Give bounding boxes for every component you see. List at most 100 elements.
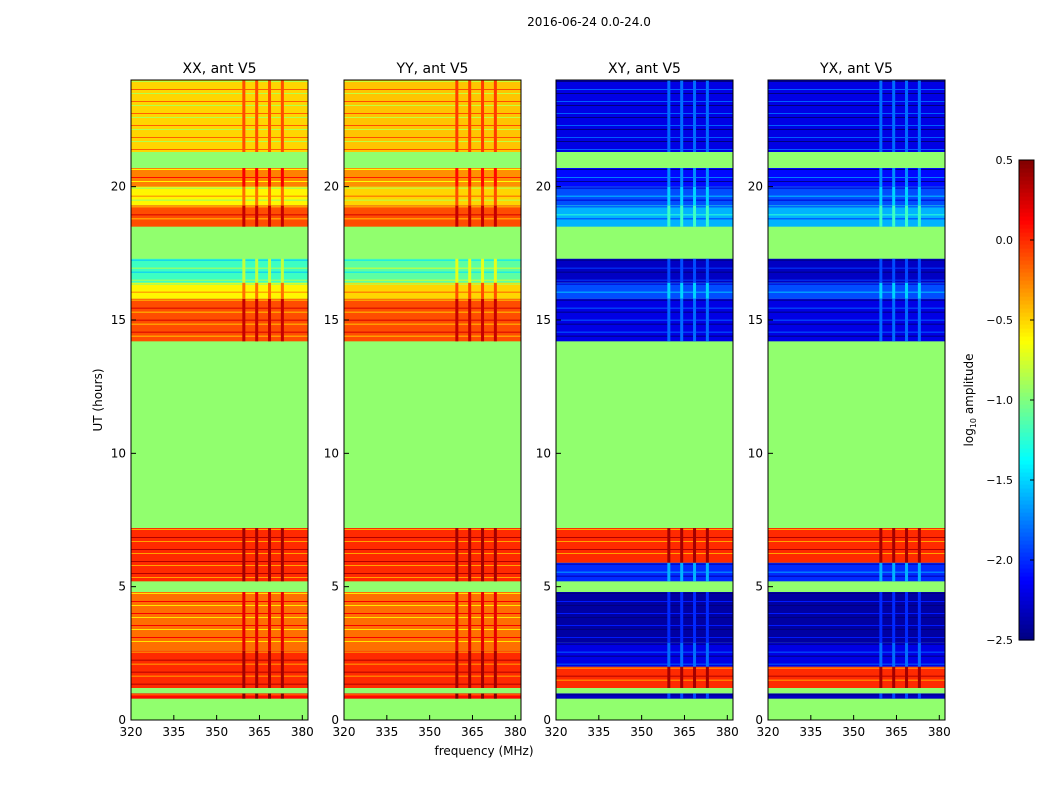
heatmap-stripe — [768, 109, 945, 110]
heatmap-stripe — [344, 537, 521, 538]
heatmap-stripe — [131, 541, 308, 542]
rfi-column — [917, 562, 921, 582]
rfi-column — [455, 528, 459, 582]
heatmap-stripe — [768, 137, 945, 138]
heatmap-stripe — [344, 195, 521, 197]
heatmap-band — [768, 258, 945, 283]
rfi-column — [705, 592, 709, 643]
heatmap-stripe — [344, 271, 521, 273]
heatmap-stripe — [556, 545, 733, 546]
heatmap-stripe — [768, 181, 945, 182]
heatmap-stripe — [344, 105, 521, 106]
rfi-column — [693, 528, 697, 563]
heatmap-stripe — [131, 645, 308, 646]
heatmap-band — [768, 642, 945, 667]
heatmap-stripe — [131, 557, 308, 558]
heatmap-stripe — [768, 659, 945, 661]
heatmap-stripe — [768, 97, 945, 98]
rfi-column — [879, 282, 883, 299]
heatmap-stripe — [768, 129, 945, 130]
heatmap-stripe — [131, 177, 308, 178]
heatmap-stripe — [131, 287, 308, 289]
colorbar-segment — [1019, 272, 1034, 277]
heatmap-stripe — [131, 85, 308, 86]
y-tick-label: 5 — [331, 580, 339, 594]
rfi-column — [455, 650, 459, 688]
heatmap-stripe — [556, 283, 733, 285]
axes-frame — [767, 79, 946, 721]
rfi-column — [917, 205, 921, 227]
heatmap-stripe — [131, 529, 308, 530]
heatmap-stripe — [556, 613, 733, 614]
rfi-column — [693, 80, 697, 152]
heatmap-band — [131, 152, 308, 168]
heatmap-band — [556, 258, 733, 283]
heatmap-band — [131, 341, 308, 528]
heatmap-stripe — [556, 625, 733, 626]
heatmap-stripe — [344, 109, 521, 110]
rfi-column — [905, 693, 909, 699]
heatmap-stripe — [131, 609, 308, 610]
heatmap-stripe — [131, 659, 308, 661]
heatmap-stripe — [768, 89, 945, 90]
heatmap-stripe — [768, 101, 945, 102]
colorbar-segment — [1019, 276, 1034, 281]
heatmap-stripe — [556, 187, 733, 189]
rfi-column — [455, 205, 459, 227]
rfi-column — [481, 186, 485, 206]
heatmap-stripe — [556, 651, 733, 653]
heatmap-stripe — [344, 214, 521, 216]
heatmap-stripe — [131, 199, 308, 201]
heatmap-stripe — [131, 605, 308, 606]
rfi-column — [705, 282, 709, 299]
colorbar-segment — [1019, 592, 1034, 597]
colorbar-segment — [1019, 216, 1034, 221]
heatmap-stripe — [556, 533, 733, 534]
heatmap-stripe — [344, 323, 521, 325]
rfi-column — [680, 186, 684, 206]
heatmap-stripe — [344, 694, 521, 696]
colorbar-segment — [1019, 516, 1034, 521]
heatmap-stripe — [344, 181, 521, 182]
rfi-column — [280, 168, 284, 187]
colorbar-label-sub: 10 — [969, 418, 978, 428]
colorbar-segment — [1019, 164, 1034, 169]
y-tick-label: 10 — [111, 446, 126, 460]
colorbar-segment — [1019, 496, 1034, 501]
heatmap-stripe — [768, 567, 945, 569]
heatmap-stripe — [131, 565, 308, 566]
heatmap-stripe — [131, 81, 308, 82]
heatmap-stripe — [768, 663, 945, 665]
heatmap-stripe — [344, 557, 521, 558]
heatmap-band — [344, 581, 521, 592]
heatmap-band — [131, 226, 308, 259]
heatmap-band — [556, 152, 733, 168]
heatmap-stripe — [131, 101, 308, 102]
heatmap-stripe — [556, 137, 733, 138]
rfi-column — [693, 186, 697, 206]
heatmap-stripe — [768, 597, 945, 598]
rfi-column — [879, 298, 883, 342]
colorbar-segment — [1019, 440, 1034, 445]
rfi-column — [481, 258, 485, 283]
x-tick-label: 350 — [630, 725, 653, 739]
heatmap-stripe — [344, 275, 521, 277]
rfi-column — [905, 642, 909, 667]
heatmap-stripe — [344, 89, 521, 90]
heatmap-stripe — [768, 311, 945, 313]
rfi-column — [481, 528, 485, 582]
colorbar-segment — [1019, 432, 1034, 437]
colorbar-segment — [1019, 224, 1034, 229]
heatmap-stripe — [131, 105, 308, 106]
heatmap-stripe — [131, 125, 308, 126]
x-tick-label: 320 — [333, 725, 356, 739]
rfi-column — [493, 282, 497, 299]
colorbar-segment — [1019, 188, 1034, 193]
rfi-column — [468, 258, 472, 283]
y-tick-label: 0 — [755, 713, 763, 727]
heatmap-band — [768, 282, 945, 299]
heatmap-band — [131, 698, 308, 720]
rfi-column — [481, 298, 485, 342]
y-tick-label: 5 — [118, 580, 126, 594]
rfi-column — [917, 666, 921, 688]
